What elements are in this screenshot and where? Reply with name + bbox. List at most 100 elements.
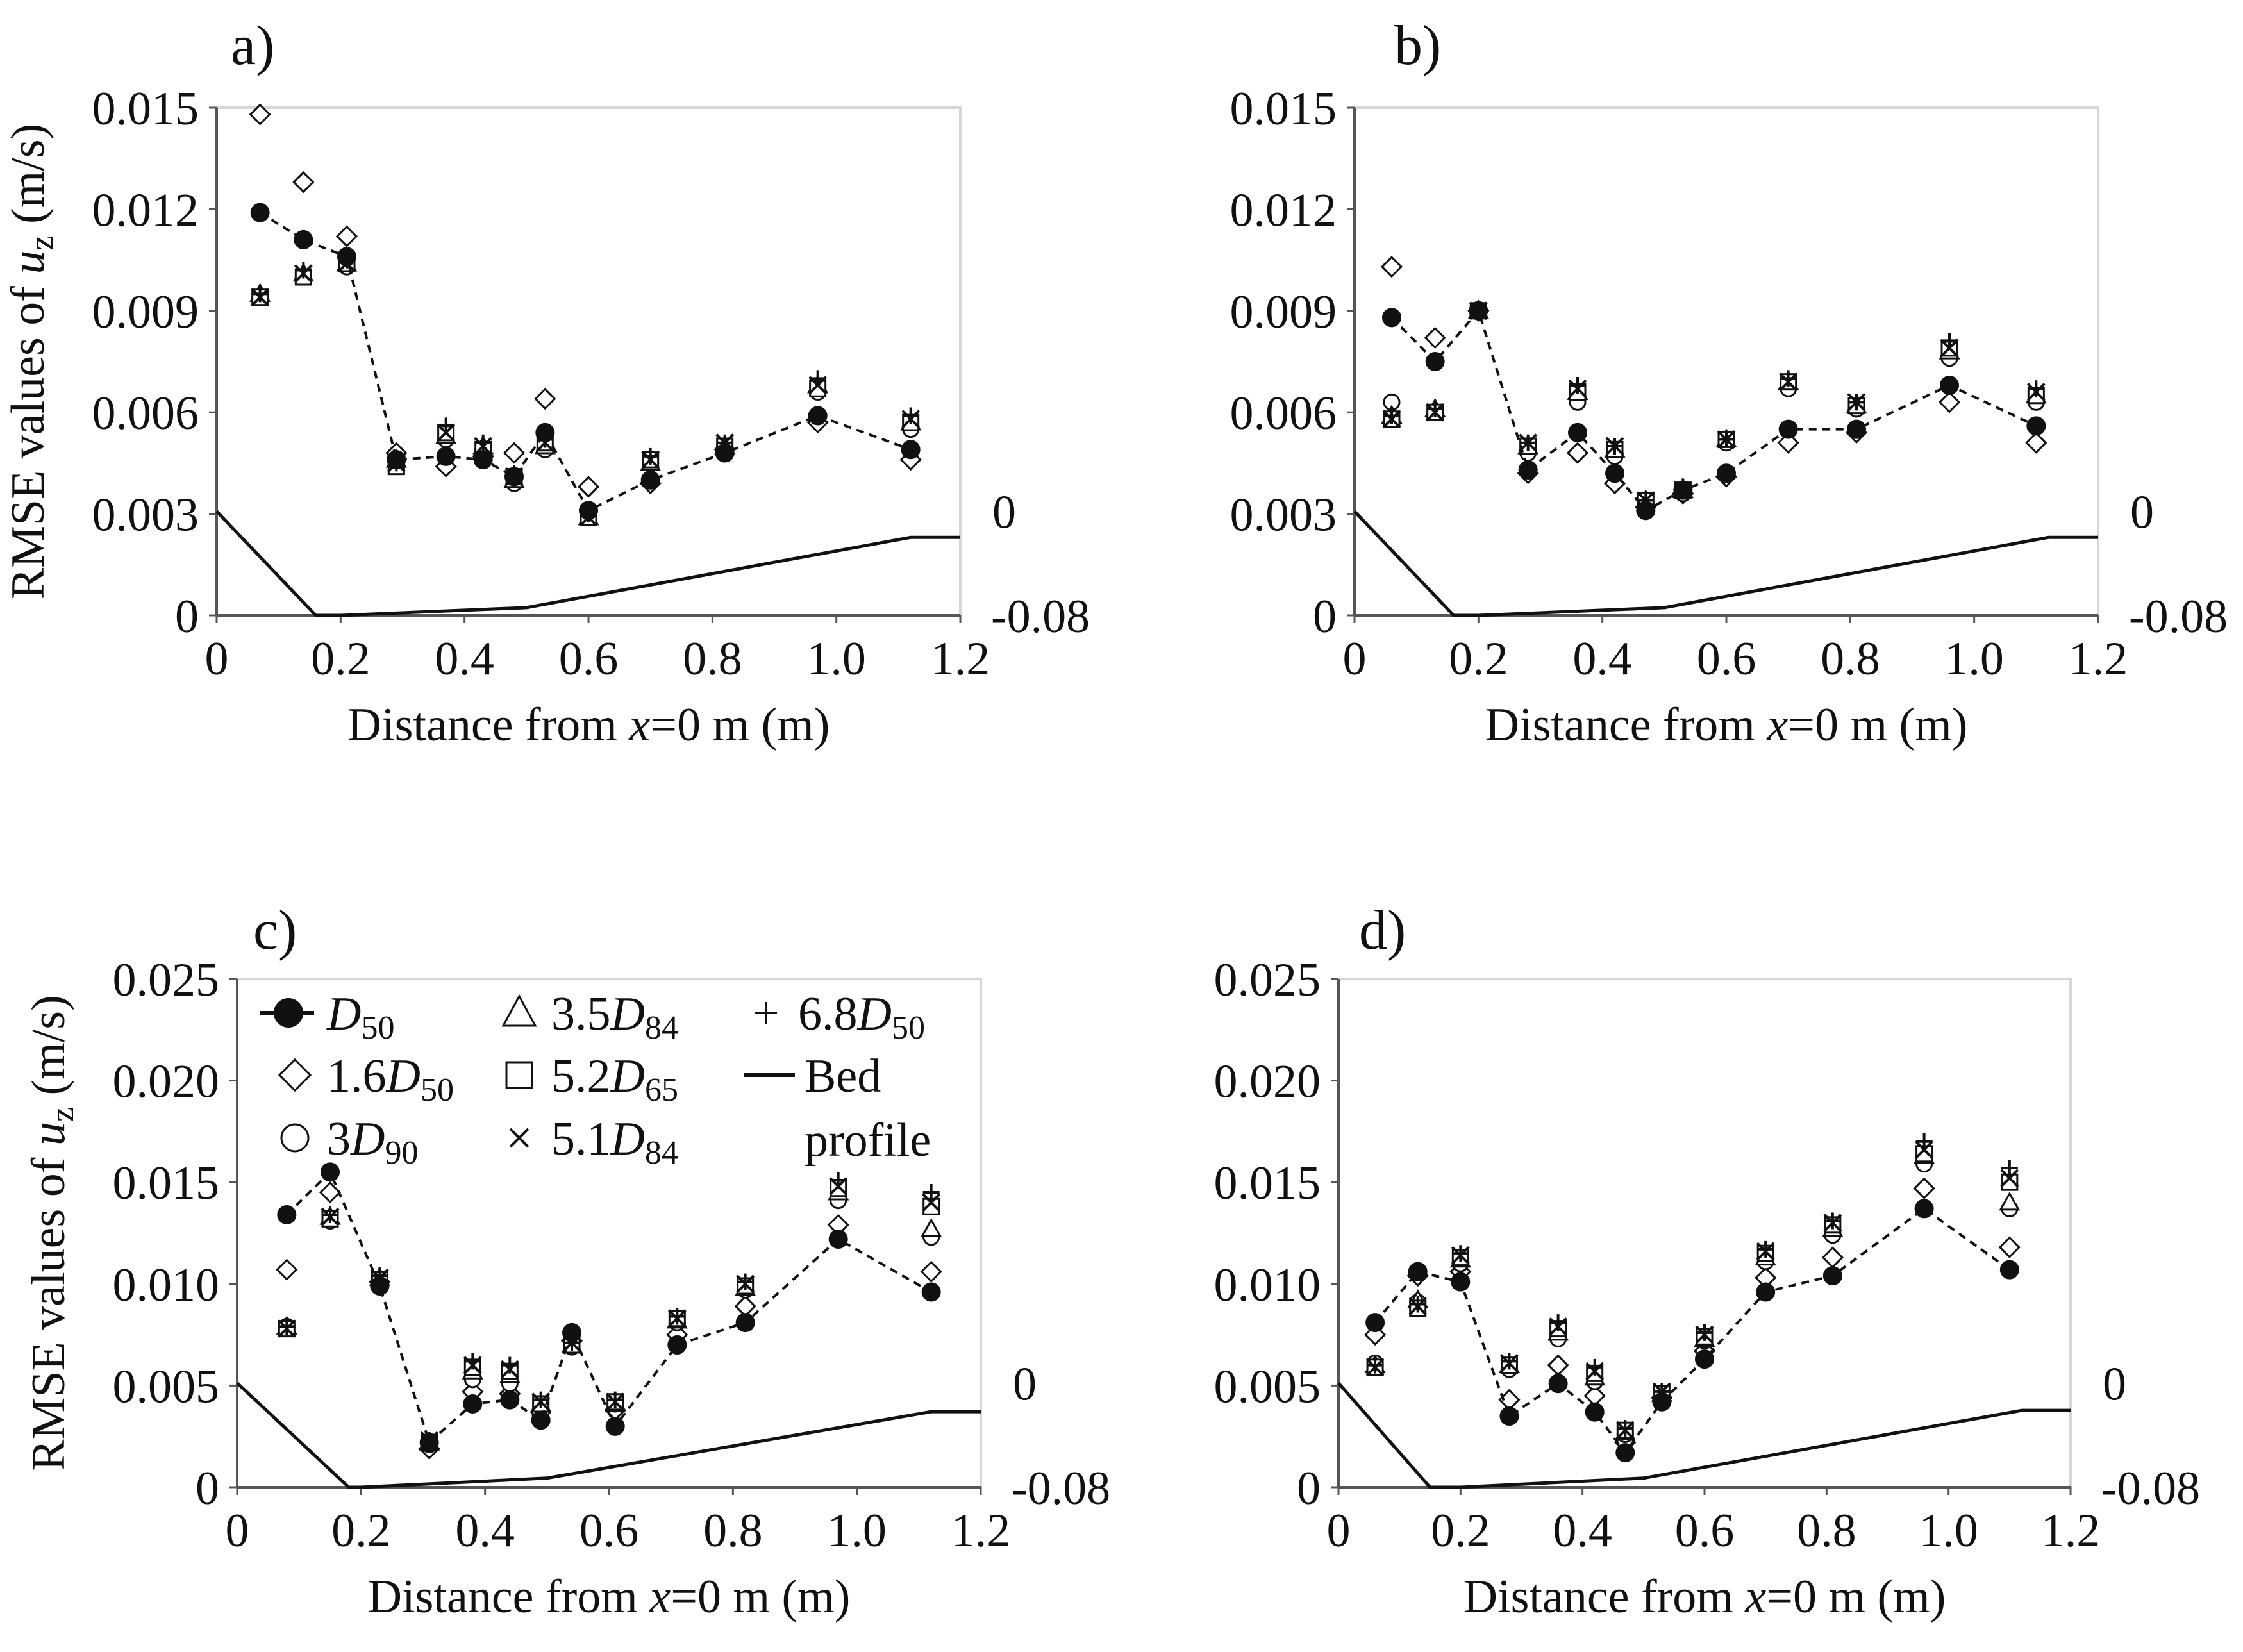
marker-d68 xyxy=(1915,1133,1933,1150)
marker-d16 xyxy=(249,103,271,126)
y2-tick-label: -0.08 xyxy=(2129,590,2228,643)
x-tick-label: 0.4 xyxy=(1572,633,1632,685)
marker-d50 xyxy=(1717,463,1736,483)
bed-profile-line xyxy=(1353,510,2098,617)
x-tick-label: 0.2 xyxy=(331,1505,391,1557)
marker-d68 xyxy=(1367,1356,1384,1374)
marker-d50 xyxy=(605,1416,625,1436)
y-tick-label: 0.005 xyxy=(113,1360,220,1413)
y-tick-label: 0 xyxy=(1313,590,1337,643)
marker-d68 xyxy=(464,1353,481,1370)
marker-d68 xyxy=(437,417,454,435)
marker-d50 xyxy=(1673,480,1693,500)
marker-d16 xyxy=(1547,1354,1569,1376)
marker-d50 xyxy=(1940,375,1959,395)
marker-d50 xyxy=(808,406,828,426)
x-axis-title: Distance from x=0 m (m) xyxy=(1463,1571,1946,1623)
x-tick-label: 0.6 xyxy=(580,1505,639,1557)
marker-d50 xyxy=(1615,1443,1635,1463)
panel-label: b) xyxy=(1394,15,1441,77)
series-line-d50 xyxy=(259,211,912,512)
x-tick-label: 0.4 xyxy=(1553,1505,1612,1557)
marker-d16 xyxy=(503,442,526,464)
marker-d50 xyxy=(735,1313,755,1333)
legend-marker-d52 xyxy=(505,1061,533,1089)
marker-d50 xyxy=(1499,1406,1519,1426)
marker-d50 xyxy=(1425,352,1445,371)
y-tick-label: 0.003 xyxy=(1230,489,1337,542)
marker-d50 xyxy=(294,229,313,249)
marker-d68 xyxy=(501,1356,519,1374)
x-tick-label: 0.2 xyxy=(1431,1505,1490,1557)
marker-d68 xyxy=(278,1318,296,1335)
marker-d50 xyxy=(1469,301,1488,321)
x-tick-label: 1.2 xyxy=(951,1505,1011,1557)
panel-label: d) xyxy=(1359,899,1406,962)
legend-label-bed: Bed xyxy=(805,1050,881,1103)
x-tick-label: 0 xyxy=(1327,1505,1351,1557)
y2-tick-label: 0 xyxy=(2103,1358,2126,1410)
marker-d50 xyxy=(1518,460,1538,480)
marker-d68 xyxy=(1848,394,1865,411)
marker-d50 xyxy=(1778,419,1798,439)
legend-label-d50: D50 xyxy=(326,988,394,1046)
marker-d16 xyxy=(276,1258,298,1281)
marker-d50 xyxy=(1999,1260,2019,1280)
marker-d68 xyxy=(902,407,919,424)
y-tick-label: 0 xyxy=(196,1462,219,1515)
legend-marker-d50 xyxy=(274,998,303,1028)
marker-d50 xyxy=(901,440,921,460)
marker-d16 xyxy=(1380,256,1403,278)
y2-tick-label: 0 xyxy=(1013,1358,1037,1410)
marker-d68 xyxy=(1718,431,1735,448)
x-tick-label: 0.8 xyxy=(1821,633,1880,685)
legend-label-d52: 5.2D65 xyxy=(551,1050,678,1108)
y-tick-label: 0.025 xyxy=(113,954,220,1006)
plot-frame xyxy=(1337,978,2072,1489)
marker-d50 xyxy=(250,203,270,222)
y-tick-label: 0.009 xyxy=(92,286,199,338)
marker-d68 xyxy=(1549,1314,1567,1331)
marker-d50 xyxy=(1652,1392,1672,1412)
marker-d50 xyxy=(277,1205,297,1224)
marker-d16 xyxy=(1566,442,1589,464)
x-axis-title: Distance from x=0 m (m) xyxy=(1485,699,1968,751)
series-line-d50 xyxy=(1390,308,2037,512)
marker-d50 xyxy=(2026,416,2046,436)
marker-d68 xyxy=(737,1273,754,1290)
marker-d50 xyxy=(500,1390,520,1410)
marker-d50 xyxy=(1756,1282,1776,1302)
y-tick-label: 0.005 xyxy=(1214,1360,1321,1413)
y-tick-label: 0.009 xyxy=(1230,286,1337,338)
marker-d68 xyxy=(1606,438,1623,455)
marker-d68 xyxy=(809,370,826,387)
y-tick-label: 0.012 xyxy=(1230,184,1337,237)
marker-d50 xyxy=(436,446,456,466)
marker-d68 xyxy=(251,285,269,303)
marker-d50 xyxy=(1636,501,1656,521)
marker-d50 xyxy=(387,450,406,470)
x-tick-label: 1.2 xyxy=(2069,633,2128,685)
marker-d50 xyxy=(1605,463,1624,483)
marker-d50 xyxy=(921,1282,941,1302)
marker-d51 xyxy=(2000,1169,2019,1188)
marker-d68 xyxy=(1780,370,1797,387)
x-tick-label: 0.6 xyxy=(1697,633,1756,685)
marker-d68 xyxy=(1569,376,1586,394)
plot-frame xyxy=(215,106,962,617)
panel-d: d) 0 0.005 0.010 0.015 0.020 0.025 0 0.2 0.4 0.6 0.… xyxy=(1214,899,2201,1623)
marker-d68 xyxy=(2001,1160,2018,1176)
marker-d16 xyxy=(577,476,600,498)
legend-label-d51: 5.1D84 xyxy=(551,1113,678,1171)
y2-tick-label: -0.08 xyxy=(991,590,1090,643)
marker-d50 xyxy=(1451,1272,1471,1292)
marker-d68 xyxy=(1617,1420,1634,1437)
x-axis-title: Distance from x=0 m (m) xyxy=(368,1571,851,1623)
marker-d16 xyxy=(319,1181,342,1204)
marker-d16 xyxy=(292,171,315,194)
marker-d68 xyxy=(2028,380,2045,397)
x-tick-label: 1.2 xyxy=(2041,1505,2101,1557)
marker-d68 xyxy=(642,447,659,465)
